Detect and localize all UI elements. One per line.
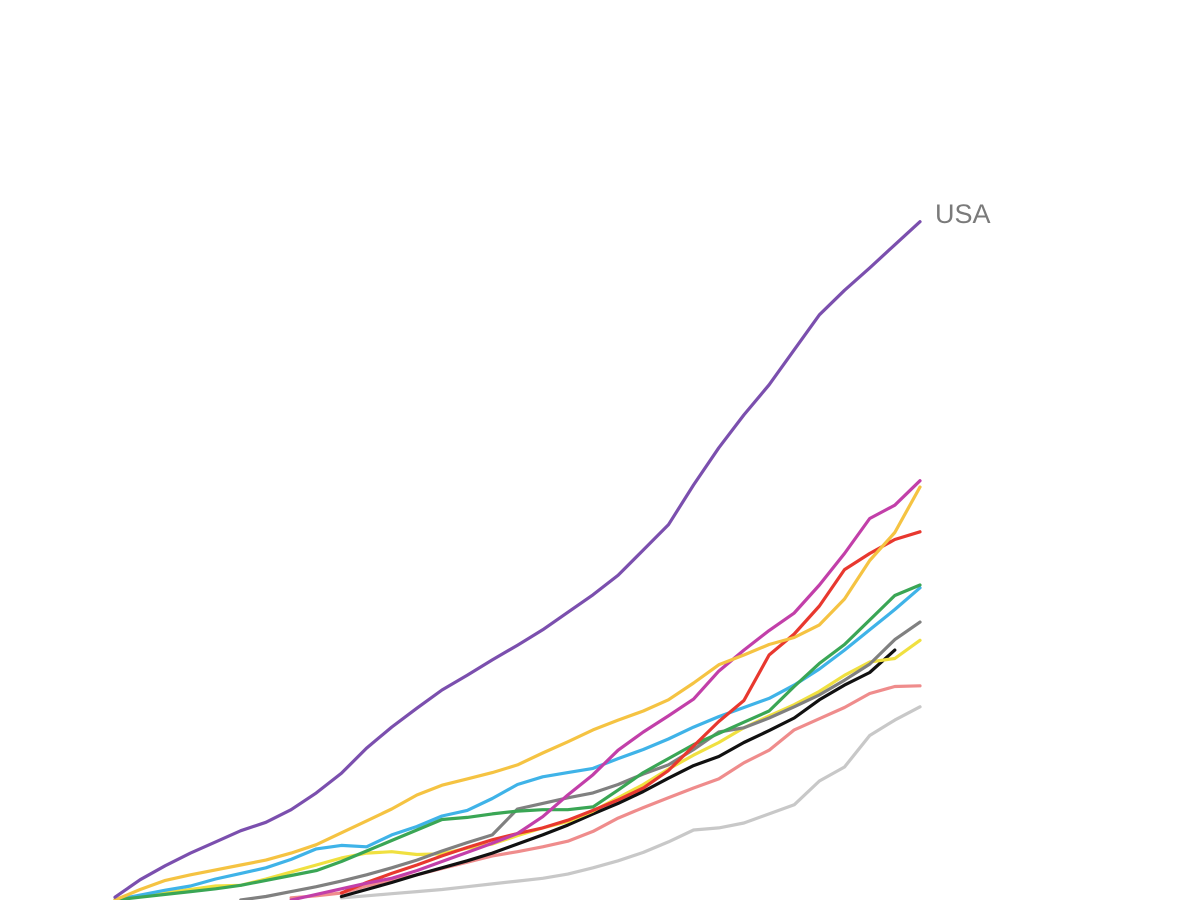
series-line bbox=[289, 479, 922, 900]
series-line bbox=[339, 530, 922, 895]
series-line bbox=[113, 583, 922, 900]
series-line bbox=[239, 620, 922, 900]
series-line bbox=[113, 485, 922, 900]
series-line bbox=[339, 648, 897, 899]
series-line bbox=[289, 684, 922, 900]
series-line bbox=[113, 220, 922, 899]
series-line bbox=[113, 586, 922, 900]
series-line bbox=[339, 705, 922, 900]
series-line bbox=[113, 638, 922, 900]
series-label: USA bbox=[935, 199, 991, 229]
